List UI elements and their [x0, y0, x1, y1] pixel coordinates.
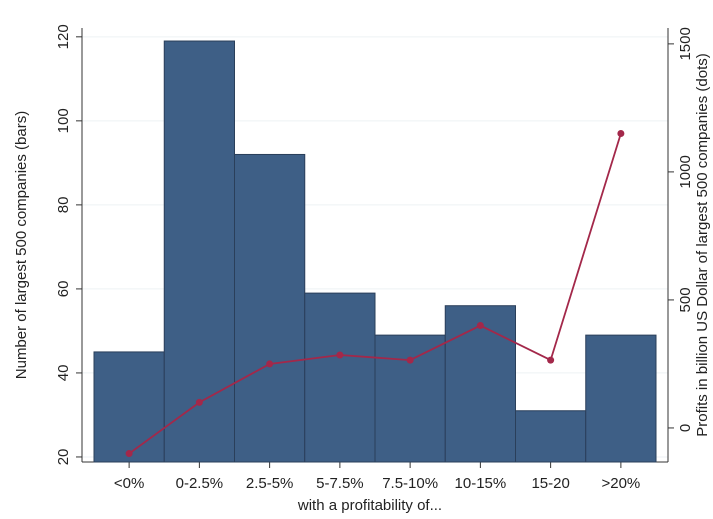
bar: [585, 334, 657, 463]
dot: [406, 356, 414, 364]
y-tick-label: 100: [55, 108, 72, 133]
y2-tick-label: 1500: [677, 27, 694, 60]
bar: [444, 305, 516, 463]
y2-tick-label: 1000: [677, 155, 694, 188]
line: [128, 133, 622, 455]
y-tick-label: 40: [55, 365, 72, 382]
bar: [93, 351, 165, 463]
x-tick-label: 5-7.5%: [316, 475, 364, 492]
y-tick-label: 80: [55, 197, 72, 214]
dot: [476, 322, 484, 330]
bar: [234, 153, 306, 463]
x-tick-label: 2.5-5%: [246, 475, 294, 492]
x-tick-label: 10-15%: [455, 475, 507, 492]
y-tick-label: 120: [55, 24, 72, 49]
x-tick-label: 7.5-10%: [382, 475, 438, 492]
dot: [266, 360, 274, 368]
y2-axis-title: Profits in billion US Dollar of largest …: [694, 53, 711, 437]
x-tick-label: >20%: [601, 475, 640, 492]
x-axis-title: with a profitability of...: [297, 497, 442, 514]
y-axis-title: Number of largest 500 companies (bars): [13, 111, 30, 379]
y2-tick-label: 0: [677, 424, 694, 432]
dot: [195, 398, 203, 406]
dot: [336, 351, 344, 359]
y-tick-label: 20: [55, 449, 72, 466]
y-tick-label: 60: [55, 281, 72, 298]
dot: [617, 129, 625, 137]
bar: [374, 334, 446, 463]
bar: [515, 410, 587, 463]
dot: [547, 356, 555, 364]
bar: [304, 292, 376, 463]
y2-tick-label: 500: [677, 287, 694, 312]
x-tick-label: 15-20: [531, 475, 569, 492]
dot: [125, 450, 133, 458]
x-tick-label: 0-2.5%: [176, 475, 224, 492]
x-tick-label: <0%: [114, 475, 144, 492]
